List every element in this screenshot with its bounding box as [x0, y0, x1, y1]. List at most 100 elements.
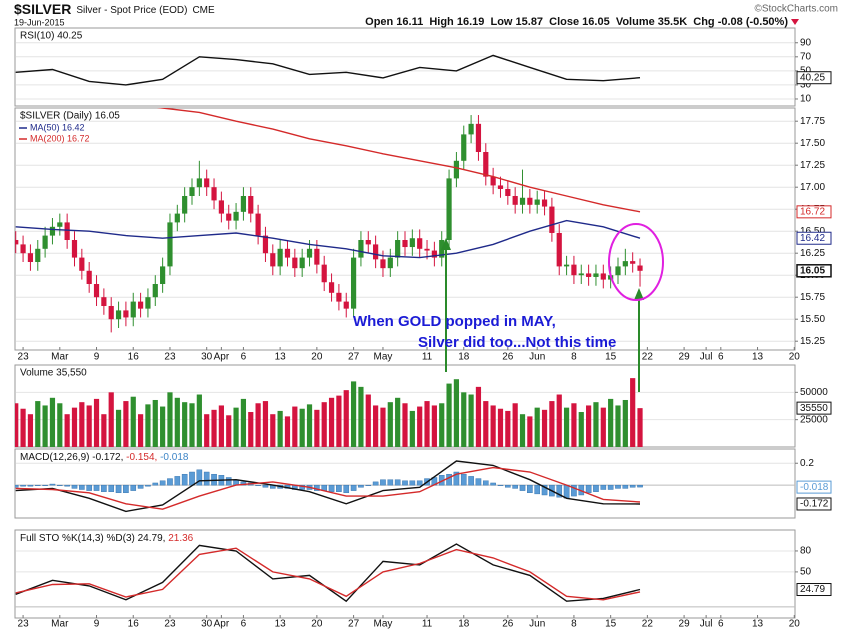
histogram-bar — [42, 484, 48, 486]
candle-body — [64, 222, 70, 240]
candle-body — [468, 123, 474, 135]
candle-body — [115, 310, 122, 320]
panel-title: Full STO %K(14,3) %D(3) 24.79, 21.36 — [20, 533, 194, 544]
last-value-label: 16.42 — [796, 231, 832, 245]
x-tick-label: Apr — [214, 352, 230, 363]
volume-bar — [248, 412, 254, 447]
y-tick-label: 50000 — [800, 387, 828, 398]
volume-bar — [328, 397, 335, 447]
last-value-box — [796, 264, 832, 278]
candle-body — [204, 178, 210, 188]
histogram-bar — [512, 484, 518, 489]
histogram-bar — [137, 484, 144, 489]
x-tick-label: 13 — [752, 352, 764, 363]
annotation: Silver did too...Not this time — [418, 334, 616, 351]
histogram-bar — [615, 484, 621, 489]
candle-body — [211, 187, 217, 201]
histogram-bar — [189, 471, 195, 486]
volume-bar — [15, 403, 19, 447]
volume-bar — [189, 403, 195, 447]
annotation: When GOLD popped in MAY, — [353, 313, 556, 330]
x-tick-label: 6 — [718, 352, 724, 363]
histogram-bar — [49, 483, 56, 486]
candle-body — [292, 257, 298, 269]
x-tick-label: 15 — [605, 619, 617, 630]
candle-body — [475, 123, 482, 152]
legend-entry: MA(50) 16.42 — [30, 122, 85, 132]
volume-bar — [483, 401, 489, 447]
volume-bar — [461, 392, 467, 447]
volume-bar — [93, 398, 100, 447]
histogram-bar — [409, 480, 416, 486]
last-value-box — [796, 401, 832, 415]
histogram-bar — [534, 484, 541, 495]
candle-body — [402, 240, 408, 248]
volume-bar — [630, 378, 636, 447]
panel-title: RSI(10) 40.25 — [20, 31, 83, 42]
histogram-bar — [541, 484, 548, 496]
last-value-text: -0.018 — [800, 482, 829, 493]
candle-body — [527, 197, 533, 205]
volume-bar — [101, 414, 107, 447]
candle-body — [563, 264, 570, 267]
y-tick-label: 17.25 — [800, 160, 825, 171]
volume-bar — [563, 407, 570, 447]
histogram-bar — [57, 484, 63, 486]
volume-bar — [306, 404, 313, 447]
x-tick-label: 22 — [642, 352, 654, 363]
candle-body — [593, 273, 599, 277]
volume-bar — [277, 410, 283, 447]
volume-bar — [446, 383, 452, 447]
y-tick-label: 16.50 — [800, 226, 825, 237]
candle-body — [424, 248, 430, 251]
candle-body — [145, 297, 151, 309]
x-tick-label: 23 — [18, 352, 30, 363]
panel-title: Volume 35,550 — [20, 368, 87, 379]
x-tick-label: 6 — [241, 352, 247, 363]
histogram-bar — [365, 484, 372, 486]
y-tick-label: 15.50 — [800, 314, 825, 325]
x-tick-label: Jun — [529, 619, 545, 630]
y-tick-label: 17.75 — [800, 116, 825, 127]
volume-bar — [49, 397, 56, 447]
volume-bar — [42, 405, 48, 447]
volume-bar — [20, 408, 26, 447]
histogram-bar — [15, 484, 19, 488]
x-tick-label: 23 — [18, 619, 30, 630]
histogram-bar — [497, 484, 504, 486]
y-tick-label: 30 — [800, 80, 812, 91]
symbol: $SILVER — [14, 1, 71, 17]
y-tick-label: 80 — [800, 546, 812, 557]
volume-bar — [409, 410, 415, 447]
series-line — [15, 460, 641, 513]
histogram-bar — [71, 484, 78, 489]
x-tick-label: 6 — [241, 619, 247, 630]
histogram-bar — [350, 484, 357, 491]
x-tick-label: May — [374, 352, 393, 363]
candle-body — [137, 301, 144, 309]
histogram-bar — [86, 484, 92, 491]
candle-body — [255, 213, 261, 236]
volume-bar — [299, 408, 305, 447]
x-tick-label: 29 — [679, 352, 691, 363]
series-line — [156, 108, 641, 213]
legend-entry: MA(200) 16.72 — [30, 133, 90, 143]
date: 19-Jun-2015 — [14, 17, 65, 27]
histogram-bar — [174, 476, 181, 486]
x-tick-label: 20 — [311, 619, 323, 630]
histogram-bar — [115, 484, 122, 494]
histogram-bar — [372, 481, 379, 486]
volume-bar — [174, 397, 180, 447]
last-value-text: 16.72 — [800, 206, 825, 217]
annotations: When GOLD popped in MAY, Silver did too.… — [353, 223, 664, 392]
candle-body — [314, 248, 320, 265]
volume-bar — [64, 414, 70, 447]
x-tick-label: 9 — [94, 352, 100, 363]
histogram-bar — [585, 484, 592, 494]
candle-body — [534, 199, 540, 205]
candle-body — [42, 235, 48, 249]
candle-body — [586, 273, 592, 277]
volume-bar — [115, 409, 122, 447]
candle-body — [519, 197, 526, 205]
candle-body — [270, 253, 276, 267]
